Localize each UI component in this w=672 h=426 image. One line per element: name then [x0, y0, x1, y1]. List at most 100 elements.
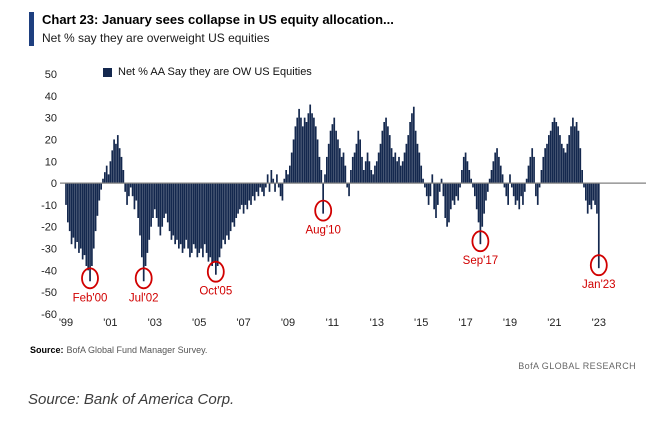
- bar: [577, 130, 580, 184]
- bar: [301, 126, 304, 184]
- x-tick-label: '09: [281, 317, 295, 329]
- bar: [137, 183, 139, 218]
- y-tick-label: 0: [51, 178, 57, 190]
- bar: [257, 183, 260, 197]
- bar: [128, 183, 130, 197]
- bar: [89, 183, 91, 282]
- source-text: BofA Global Fund Manager Survey.: [66, 345, 208, 355]
- bar: [470, 178, 472, 184]
- bar: [115, 143, 117, 184]
- bar: [81, 183, 84, 260]
- bar: [237, 183, 239, 214]
- bar: [157, 183, 160, 227]
- bar: [70, 183, 73, 245]
- bar: [116, 135, 119, 184]
- bar: [431, 174, 434, 184]
- bar: [596, 183, 598, 214]
- bar: [536, 183, 539, 205]
- bar: [544, 148, 546, 184]
- bar: [153, 183, 156, 210]
- bar: [104, 172, 106, 184]
- bar: [283, 178, 286, 184]
- bar: [72, 183, 75, 238]
- bar: [281, 183, 284, 201]
- bar: [462, 156, 465, 184]
- bar: [94, 183, 97, 232]
- bar: [357, 130, 360, 184]
- bar: [261, 183, 263, 192]
- y-tick-label: -50: [41, 287, 57, 299]
- bar: [279, 183, 282, 197]
- bar: [327, 143, 330, 184]
- bar: [549, 130, 552, 184]
- bar: [124, 183, 127, 192]
- x-tick-label: '03: [148, 317, 162, 329]
- bar: [287, 174, 289, 184]
- bar: [579, 148, 582, 184]
- bar: [131, 183, 134, 197]
- bar: [203, 183, 206, 245]
- bar: [231, 183, 234, 223]
- bar: [307, 113, 310, 184]
- bar: [340, 156, 343, 184]
- bar: [150, 183, 152, 227]
- bar: [488, 178, 491, 184]
- bar: [366, 152, 369, 184]
- bar: [531, 148, 534, 184]
- bar: [240, 183, 243, 205]
- bar: [425, 183, 428, 197]
- bar: [533, 156, 535, 184]
- bar: [120, 156, 123, 184]
- bar: [198, 183, 201, 253]
- x-tick-label: '15: [414, 317, 428, 329]
- bar: [546, 143, 548, 184]
- y-tick-label: -60: [41, 309, 57, 321]
- bar: [292, 139, 295, 184]
- bar: [494, 152, 497, 184]
- bar: [400, 165, 402, 184]
- bar: [597, 183, 600, 269]
- bar: [585, 183, 587, 201]
- bar: [242, 183, 245, 214]
- bar: [270, 170, 273, 184]
- legend-label: Net % AA Say they are OW US Equities: [118, 66, 312, 78]
- x-tick-label: '07: [236, 317, 250, 329]
- bar: [207, 183, 210, 262]
- bar: [363, 170, 365, 184]
- bar: [67, 183, 69, 223]
- bar: [250, 183, 252, 205]
- bar: [403, 152, 406, 184]
- bar: [346, 183, 349, 188]
- bar: [388, 135, 391, 184]
- bar: [172, 183, 175, 236]
- bar: [522, 183, 524, 205]
- bar: [507, 183, 509, 205]
- bar: [394, 152, 397, 184]
- bar: [475, 183, 478, 210]
- bar: [196, 183, 199, 258]
- bar: [572, 117, 574, 184]
- bar: [213, 183, 215, 262]
- bar: [581, 170, 583, 184]
- x-tick-label: '01: [103, 317, 117, 329]
- bar: [148, 183, 151, 240]
- bar: [338, 148, 341, 184]
- annotation-circle: [314, 199, 333, 222]
- bar: [174, 183, 176, 245]
- y-tick-label: -40: [41, 265, 57, 277]
- bar: [320, 170, 323, 184]
- bar: [414, 130, 417, 184]
- bar: [165, 183, 167, 214]
- bar: [416, 143, 419, 184]
- bar: [209, 183, 212, 258]
- bar: [429, 183, 432, 197]
- bar: [483, 183, 485, 214]
- bar: [85, 183, 88, 266]
- bar: [401, 161, 404, 184]
- bar: [185, 183, 188, 240]
- annotation-circle: [589, 254, 608, 277]
- bar: [551, 122, 554, 184]
- bar: [409, 122, 411, 184]
